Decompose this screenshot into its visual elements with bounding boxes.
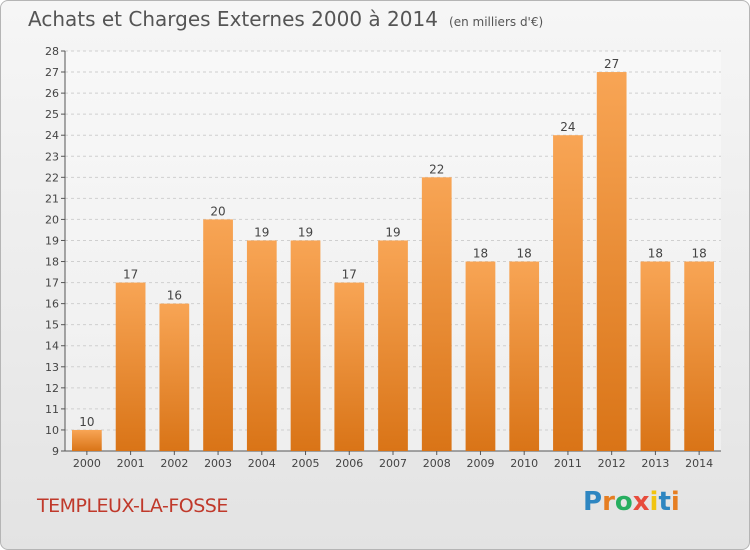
x-tick-label-2001: 2001 <box>117 457 145 470</box>
data-label-2014: 18 <box>691 247 706 261</box>
x-tick-label-2008: 2008 <box>423 457 451 470</box>
y-tick-label: 27 <box>45 66 59 79</box>
bar-2007 <box>378 240 408 451</box>
title-row: Achats et Charges Externes 2000 à 2014 (… <box>28 7 543 31</box>
y-tick-label: 22 <box>45 171 59 184</box>
logo-letter: t <box>658 487 671 517</box>
data-label-2013: 18 <box>648 247 663 261</box>
logo-letter: P <box>583 487 603 517</box>
bar-2014 <box>684 261 715 451</box>
data-label-2003: 20 <box>210 204 225 218</box>
x-tick-label-2005: 2005 <box>292 457 320 470</box>
data-label-2011: 24 <box>560 120 575 134</box>
proxiti-logo: Proxiti <box>583 487 680 517</box>
data-label-2004: 19 <box>254 225 269 239</box>
data-label-2000: 10 <box>79 415 94 429</box>
bar-2000 <box>71 429 102 451</box>
data-label-2008: 22 <box>429 162 444 176</box>
bar-2003 <box>203 219 233 451</box>
bar-2010 <box>509 261 540 451</box>
y-tick-label: 10 <box>45 424 59 437</box>
bar-2004 <box>246 240 277 451</box>
bar-2008 <box>421 177 452 451</box>
y-tick-label: 9 <box>52 445 59 458</box>
bar-2001 <box>115 282 146 451</box>
y-tick-label: 26 <box>45 87 59 100</box>
bar-2012 <box>596 72 627 451</box>
data-label-2009: 18 <box>473 247 488 261</box>
chart-subtitle: (en milliers d'€) <box>449 15 544 29</box>
y-tick-label: 17 <box>45 277 59 290</box>
logo-letter: x <box>632 487 650 517</box>
y-tick-label: 14 <box>45 340 59 353</box>
logo-letter: i <box>670 487 680 517</box>
x-tick-label-2013: 2013 <box>641 457 669 470</box>
bar-2002 <box>159 303 190 451</box>
y-tick-label: 18 <box>45 256 59 269</box>
y-tick-label: 20 <box>45 213 59 226</box>
data-label-2007: 19 <box>385 225 400 239</box>
bar-2013 <box>640 261 671 451</box>
y-tick-label: 16 <box>45 298 59 311</box>
y-tick-label: 19 <box>45 234 59 247</box>
data-label-2006: 17 <box>342 268 357 282</box>
y-tick-label: 25 <box>45 108 59 121</box>
bar-2011 <box>553 135 583 452</box>
data-label-2002: 16 <box>167 289 182 303</box>
y-tick-label: 21 <box>45 192 59 205</box>
x-tick-label-2004: 2004 <box>248 457 276 470</box>
y-tick-label: 13 <box>45 361 59 374</box>
data-label-2010: 18 <box>517 247 532 261</box>
x-tick-label-2002: 2002 <box>160 457 188 470</box>
y-tick-label: 23 <box>45 150 59 163</box>
x-tick-label-2000: 2000 <box>73 457 101 470</box>
x-tick-label-2011: 2011 <box>554 457 582 470</box>
data-label-2005: 19 <box>298 225 313 239</box>
x-tick-label-2010: 2010 <box>510 457 538 470</box>
x-tick-label-2006: 2006 <box>335 457 363 470</box>
data-label-2012: 27 <box>604 57 619 71</box>
x-tick-label-2009: 2009 <box>466 457 494 470</box>
x-tick-label-2012: 2012 <box>598 457 626 470</box>
bar-2009 <box>465 261 496 451</box>
chart-title: Achats et Charges Externes 2000 à 2014 <box>28 7 438 31</box>
logo-letter: r <box>602 487 615 517</box>
y-tick-label: 15 <box>45 319 59 332</box>
logo-letter: o <box>614 487 633 517</box>
bar-2006 <box>334 282 365 451</box>
y-tick-label: 11 <box>45 403 59 416</box>
y-tick-label: 28 <box>45 45 59 58</box>
commune-name: TEMPLEUX-LA-FOSSE <box>37 495 228 517</box>
x-tick-label-2007: 2007 <box>379 457 407 470</box>
x-tick-label-2003: 2003 <box>204 457 232 470</box>
bar-2005 <box>290 240 321 451</box>
data-label-2001: 17 <box>123 268 138 282</box>
y-tick-label: 12 <box>45 382 59 395</box>
y-tick-label: 24 <box>45 129 59 142</box>
x-tick-label-2014: 2014 <box>685 457 713 470</box>
logo-letter: i <box>649 487 659 517</box>
